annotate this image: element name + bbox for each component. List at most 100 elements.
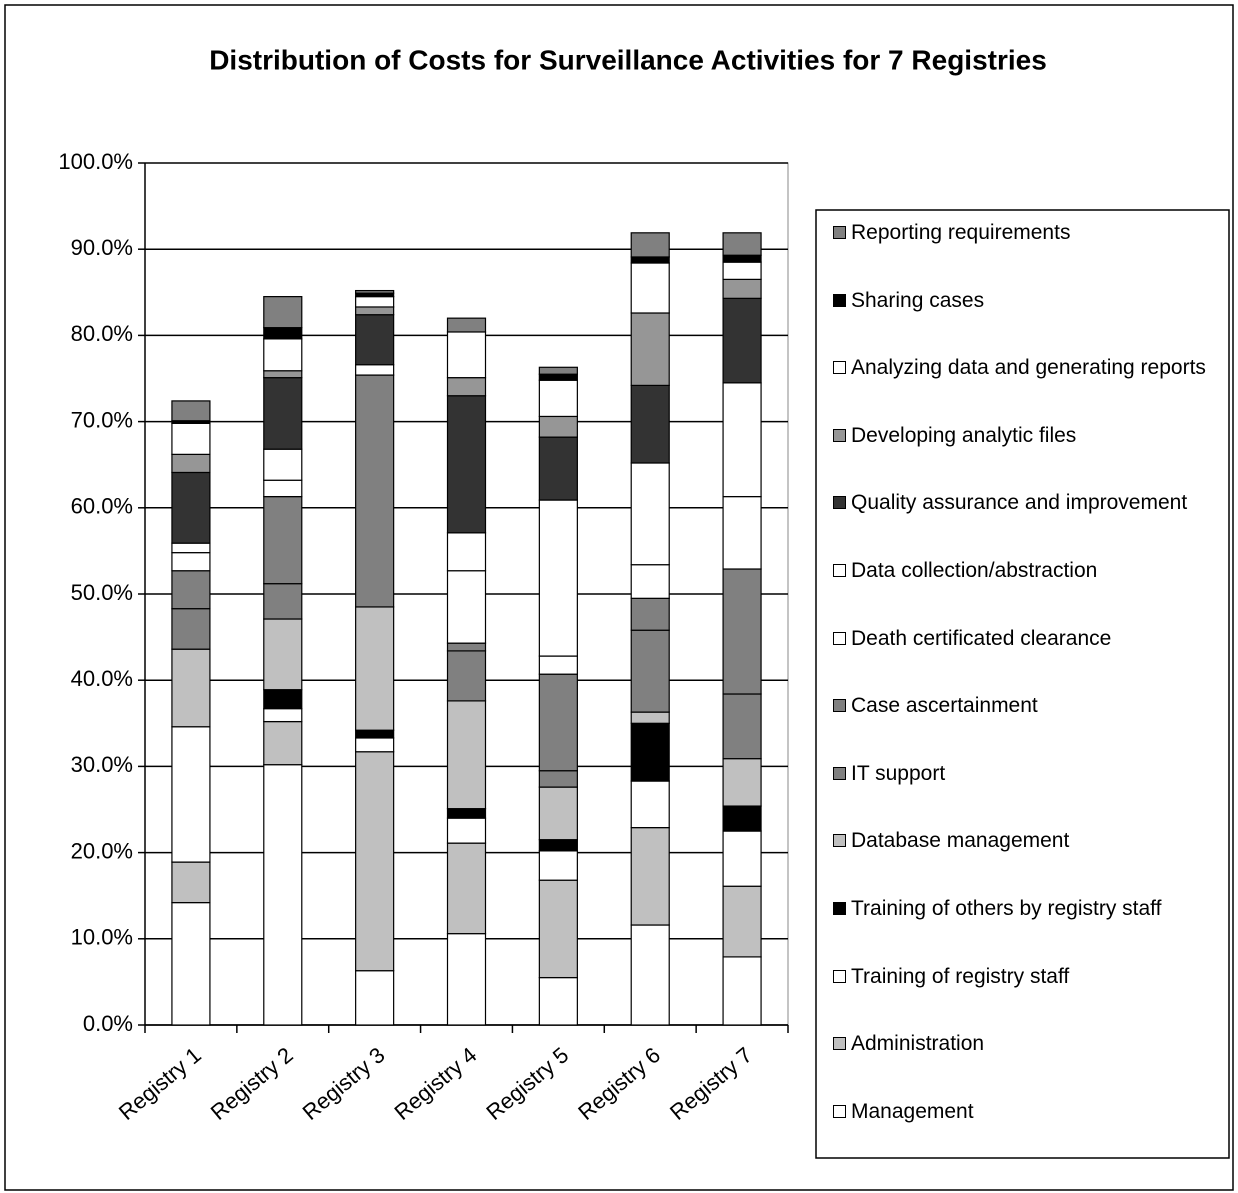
bar-segment bbox=[538, 415, 578, 438]
bar-segment bbox=[263, 764, 303, 1026]
legend-swatch bbox=[833, 1104, 846, 1118]
bar-segment bbox=[171, 901, 211, 1026]
legend-swatch bbox=[833, 834, 846, 848]
bar-segment bbox=[722, 495, 762, 570]
bar-segment bbox=[446, 395, 487, 534]
bar-segment bbox=[538, 373, 578, 381]
bar-segment bbox=[171, 400, 211, 422]
legend-swatch bbox=[833, 766, 846, 780]
bar-segment bbox=[630, 722, 670, 782]
bar-segment bbox=[171, 552, 211, 572]
bar-segment bbox=[355, 296, 395, 308]
bar-segment bbox=[630, 629, 670, 713]
legend-swatch bbox=[833, 361, 846, 375]
bar-segment bbox=[722, 254, 762, 263]
bar-segment bbox=[355, 751, 395, 972]
y-tick-label: 30.0% bbox=[71, 752, 133, 777]
bar-segment bbox=[446, 933, 487, 1026]
bar-segment bbox=[263, 448, 303, 481]
bar-segment bbox=[446, 808, 487, 819]
legend-swatch bbox=[833, 699, 846, 713]
legend-label: Data collection/abstraction bbox=[851, 559, 1098, 582]
bar-segment bbox=[355, 737, 395, 753]
legend-swatch bbox=[833, 226, 846, 239]
bar-segment bbox=[263, 338, 303, 372]
bar-segment bbox=[171, 570, 211, 610]
bar-segment bbox=[722, 956, 762, 1026]
legend-label: Case ascertainment bbox=[851, 694, 1038, 718]
bar-segment bbox=[171, 861, 211, 904]
bar-segment bbox=[263, 583, 303, 620]
bar-segment bbox=[263, 377, 303, 450]
legend-label: Developing analytic files bbox=[851, 423, 1077, 447]
bar-segment bbox=[538, 366, 578, 375]
bar-segment bbox=[263, 479, 303, 498]
bar-segment bbox=[355, 374, 395, 608]
bar-segment bbox=[630, 262, 670, 314]
y-tick-label: 50.0% bbox=[71, 580, 133, 605]
bar-segment bbox=[630, 256, 670, 264]
y-tick-label: 40.0% bbox=[71, 666, 133, 691]
bar-segment bbox=[355, 289, 395, 294]
y-tick-label: 60.0% bbox=[71, 494, 133, 519]
bar-segment bbox=[538, 879, 578, 979]
bar-segment bbox=[722, 885, 762, 958]
bar-segment bbox=[355, 364, 395, 376]
legend-swatch bbox=[833, 631, 846, 645]
bar-segment bbox=[355, 314, 395, 366]
bar-segment bbox=[171, 542, 211, 554]
legend-swatch bbox=[833, 293, 846, 307]
bar-segment bbox=[263, 618, 303, 691]
y-tick-label: 10.0% bbox=[71, 925, 133, 950]
legend-label: Death certificated clearance bbox=[851, 626, 1112, 650]
bar-segment bbox=[630, 827, 670, 926]
bar-segment bbox=[355, 606, 395, 731]
legend-label: Training of others by registry staff bbox=[851, 897, 1162, 920]
legend-swatch bbox=[833, 564, 846, 577]
bar-segment bbox=[722, 278, 762, 299]
bar-segment bbox=[263, 327, 303, 340]
bar-segment bbox=[263, 495, 303, 585]
y-tick-label: 70.0% bbox=[71, 407, 133, 432]
bar-segment bbox=[538, 655, 578, 675]
bar-segment bbox=[263, 370, 303, 379]
bar-segment bbox=[171, 422, 211, 455]
y-tick-label: 20.0% bbox=[71, 838, 133, 863]
legend-box bbox=[815, 209, 1230, 1159]
bar-segment bbox=[171, 453, 211, 474]
bar-segment bbox=[630, 924, 670, 1026]
bar-segment bbox=[171, 608, 211, 650]
bar-segment bbox=[538, 786, 578, 841]
bar-segment bbox=[538, 499, 578, 657]
legend-label: Training of registry staff bbox=[851, 964, 1070, 988]
bar-segment bbox=[630, 312, 670, 386]
bar-segment bbox=[446, 650, 487, 702]
bar-segment bbox=[538, 436, 578, 501]
legend-swatch bbox=[833, 969, 846, 983]
bar-segment bbox=[171, 648, 211, 728]
bar-segment bbox=[538, 839, 578, 852]
bar-segment bbox=[722, 261, 762, 280]
legend-swatch bbox=[833, 496, 846, 510]
y-tick-label: 90.0% bbox=[71, 235, 133, 260]
bar-segment bbox=[722, 693, 762, 760]
bar-segment bbox=[630, 711, 670, 724]
bar-segment bbox=[355, 729, 395, 739]
bar-segment bbox=[446, 817, 487, 844]
bar-segment bbox=[630, 597, 670, 631]
y-tick-label: 100.0% bbox=[58, 149, 133, 174]
legend-label: Sharing cases bbox=[851, 288, 985, 312]
bar-segment bbox=[722, 232, 762, 256]
bar-segment bbox=[722, 758, 762, 807]
legend-label: Analyzing data and generating reports bbox=[851, 356, 1206, 380]
legend-label: Database management bbox=[851, 829, 1070, 853]
legend-label: IT support bbox=[851, 761, 946, 785]
bar-segment bbox=[263, 296, 303, 329]
bar-segment bbox=[355, 970, 395, 1026]
bar-segment bbox=[263, 720, 303, 766]
bar-segment bbox=[171, 471, 211, 544]
bar-segment bbox=[446, 532, 487, 572]
bar-segment bbox=[538, 976, 578, 1026]
bar-segment bbox=[446, 642, 487, 652]
